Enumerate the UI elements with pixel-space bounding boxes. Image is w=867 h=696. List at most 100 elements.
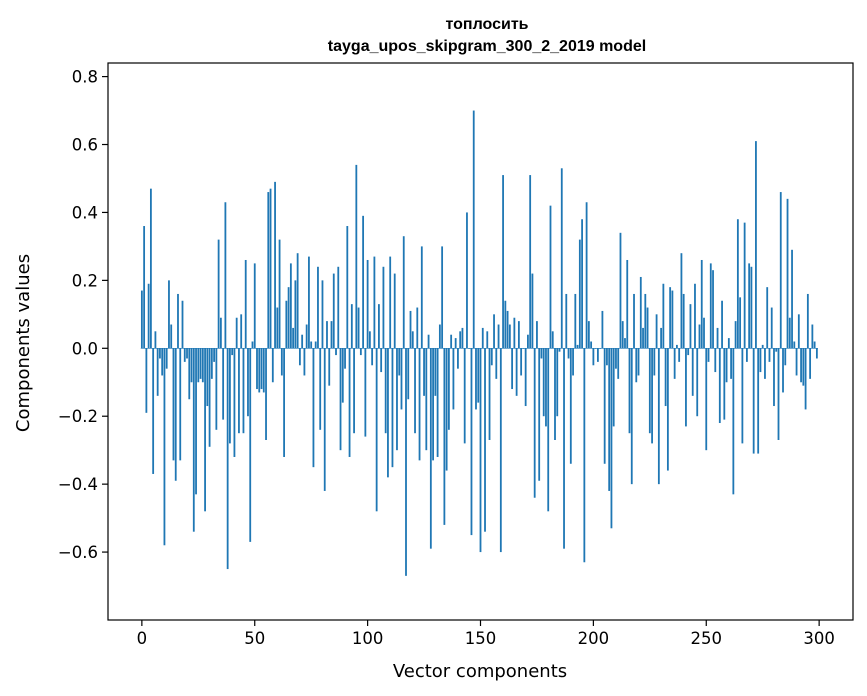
bar [657, 348, 660, 485]
bar [450, 334, 453, 349]
bar [712, 270, 714, 349]
bar [159, 348, 161, 359]
bar [759, 348, 762, 373]
bar [317, 266, 319, 349]
bar [529, 175, 532, 349]
bar [499, 348, 502, 553]
bar [685, 348, 687, 427]
bar [671, 290, 674, 349]
bar [296, 253, 299, 349]
bar [251, 341, 254, 349]
bar [795, 348, 798, 376]
x-tick-label: 200 [578, 629, 610, 648]
bar [741, 348, 744, 444]
bar [705, 348, 708, 451]
bar [572, 348, 574, 376]
bar [714, 348, 717, 373]
bar [653, 348, 656, 376]
bar [346, 226, 349, 349]
bar [567, 348, 570, 359]
bar [427, 334, 430, 349]
bar [353, 348, 355, 434]
bar [583, 348, 586, 563]
bar [585, 202, 588, 349]
bar [177, 293, 179, 349]
bar [382, 266, 385, 349]
bar [669, 287, 672, 349]
bar [429, 348, 432, 549]
bar [793, 341, 796, 349]
bar [258, 348, 261, 393]
bar [619, 232, 622, 349]
bar [777, 348, 780, 440]
bar [373, 256, 376, 349]
bar [542, 348, 545, 417]
bar [161, 348, 164, 376]
bar [301, 334, 304, 349]
bar [271, 348, 274, 383]
bar [165, 348, 168, 369]
bar [642, 327, 644, 349]
bar [673, 348, 676, 379]
bar [576, 344, 579, 349]
bar [443, 348, 446, 525]
bar [409, 310, 412, 349]
bar [493, 314, 495, 349]
bar [454, 338, 457, 349]
y-tick-label: 0.2 [72, 271, 98, 290]
bar [256, 348, 258, 390]
bar [811, 324, 814, 349]
bar [804, 348, 807, 410]
bar [761, 344, 764, 349]
bar [298, 348, 301, 366]
bar [497, 324, 500, 349]
bar [797, 314, 800, 349]
bar [447, 348, 450, 430]
bar [210, 348, 213, 379]
bar [547, 348, 550, 512]
bar [368, 331, 371, 349]
bar [538, 348, 541, 481]
bar [696, 348, 699, 417]
bar [770, 307, 773, 349]
chart-title: топлосить [446, 16, 529, 33]
bar [414, 348, 416, 434]
bar [335, 348, 337, 356]
bar [432, 348, 434, 461]
y-axis-ticks: −0.6 −0.4 −0.2 0.0 0.2 0.4 0.6 0.8 [58, 68, 108, 562]
x-tick-label: 150 [465, 629, 497, 648]
bar [183, 348, 186, 362]
x-axis-label: Vector components [393, 661, 567, 682]
bar [587, 321, 590, 349]
bar [321, 280, 324, 349]
bar [560, 168, 563, 349]
bar [504, 300, 507, 349]
bar [326, 321, 328, 349]
bar [348, 348, 351, 457]
bar [190, 348, 193, 383]
bar [181, 300, 184, 349]
bar [204, 348, 206, 512]
bar [330, 321, 333, 349]
bar [558, 348, 561, 352]
bar [646, 307, 649, 349]
bar [312, 348, 315, 468]
bar [224, 202, 227, 349]
bar [292, 327, 295, 349]
bar [174, 348, 177, 481]
bar [384, 348, 387, 434]
bar [775, 348, 778, 352]
bar [508, 324, 511, 349]
bar [344, 348, 346, 369]
x-tick-label: 250 [691, 629, 723, 648]
bar [524, 348, 527, 407]
bar [366, 259, 369, 349]
bar [208, 348, 211, 447]
bar [391, 348, 394, 468]
bar [730, 348, 732, 379]
bar [186, 348, 188, 359]
bar [739, 297, 742, 349]
y-tick-label: −0.2 [58, 407, 98, 426]
bar [678, 348, 681, 362]
bar [274, 181, 276, 349]
